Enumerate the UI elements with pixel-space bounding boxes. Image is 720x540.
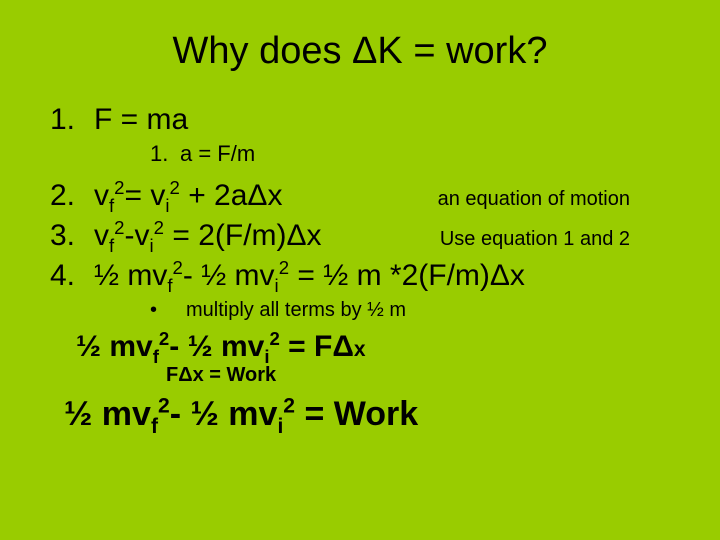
eq-6: ½ mvf2- ½ mvi2 = Work	[64, 395, 680, 434]
sup: 2	[158, 395, 170, 418]
step-3-num: 3.	[50, 219, 94, 253]
sup: 2	[279, 257, 289, 278]
sup: 2	[154, 217, 164, 238]
sub: f	[167, 275, 172, 296]
step-1a-num: 1.	[150, 141, 180, 167]
t: ½ mv	[94, 259, 167, 292]
step-1: 1. F = ma	[50, 103, 680, 137]
sup: 2	[114, 177, 124, 198]
t: - ½ mv	[169, 330, 264, 363]
sup: 2	[159, 328, 169, 349]
step-1-text: F = ma	[94, 103, 188, 137]
step-2-annot: an equation of motion	[438, 188, 680, 211]
t: -v	[125, 219, 150, 252]
t: = ½ m *2(F/m)Δx	[289, 259, 525, 292]
step-4a: • multiply all terms by ½ m	[150, 299, 680, 322]
step-1-num: 1.	[50, 103, 94, 137]
sup: 2	[283, 395, 295, 418]
step-4: 4. ½ mvf2- ½ mvi2 = ½ m *2(F/m)Δx	[50, 259, 680, 293]
step-4-num: 4.	[50, 259, 94, 293]
sup: 2	[170, 177, 180, 198]
sub: i	[165, 195, 169, 216]
slide-title: Why does ΔK = work?	[40, 30, 680, 73]
t: = FΔ	[280, 330, 354, 363]
step-2-eq: vf2= vi2 + 2aΔx	[94, 179, 282, 213]
sup: 2	[269, 328, 279, 349]
slide: Why does ΔK = work? 1. F = ma 1. a = F/m…	[0, 0, 720, 540]
sup: 2	[114, 217, 124, 238]
t: = Work	[295, 395, 418, 433]
t: = 2(F/m)Δx	[164, 219, 322, 252]
t: v	[94, 179, 109, 212]
step-2: 2. vf2= vi2 + 2aΔx an equation of motion	[50, 179, 680, 213]
t: + 2aΔx	[180, 179, 283, 212]
sub: i	[275, 275, 279, 296]
t: - ½ mv	[170, 395, 278, 433]
t: ½ mv	[64, 395, 151, 433]
sub: f	[109, 195, 114, 216]
step-4a-text: multiply all terms by ½ m	[186, 299, 406, 322]
step-3-eq: vf2-vi2 = 2(F/m)Δx	[94, 219, 322, 253]
sub: f	[151, 415, 158, 438]
sub: i	[150, 235, 154, 256]
eq-5: ½ mvf2- ½ mvi2 = FΔx	[76, 330, 680, 364]
step-4-eq: ½ mvf2- ½ mvi2 = ½ m *2(F/m)Δx	[94, 259, 525, 293]
step-3-annot: Use equation 1 and 2	[440, 228, 680, 251]
step-1a: 1. a = F/m	[150, 141, 680, 167]
t: ½ mv	[76, 330, 153, 363]
t: x	[354, 338, 366, 361]
bullet-icon: •	[150, 299, 186, 322]
step-3: 3. vf2-vi2 = 2(F/m)Δx Use equation 1 and…	[50, 219, 680, 253]
t: = v	[125, 179, 166, 212]
sup: 2	[173, 257, 183, 278]
t: - ½ mv	[183, 259, 275, 292]
sub: f	[153, 346, 159, 367]
eq-5b: FΔx = Work	[166, 364, 680, 387]
sub: f	[109, 235, 114, 256]
step-2-num: 2.	[50, 179, 94, 213]
step-1a-text: a = F/m	[180, 141, 255, 167]
t: v	[94, 219, 109, 252]
sub: i	[277, 415, 283, 438]
